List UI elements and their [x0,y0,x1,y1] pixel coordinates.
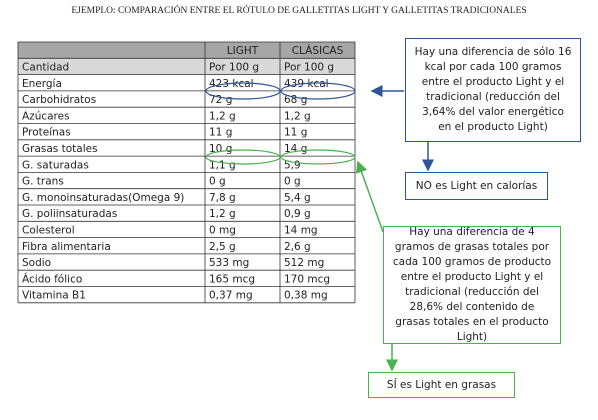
row-shade [18,58,355,75]
cell: 1,2 g [209,208,236,220]
cell: 533 mg [209,257,249,269]
cell: 1,2 g [209,110,236,122]
cell: 5,4 g [284,192,311,204]
cell: 11 g [209,127,232,139]
title: EJEMPLO: COMPARACIÓN ENTRE EL RÓTULO DE … [71,6,527,16]
cell: G. monoinsaturadas(Omega 9) [22,192,184,204]
cell: Colesterol [22,224,75,236]
cell: Energía [22,78,62,90]
cell: 0 g [284,176,301,188]
cell: Sodio [22,257,51,269]
header-row [18,42,355,59]
cell: 170 mcg [284,273,330,285]
cell: Vitamina B1 [22,290,86,302]
highlight [280,82,356,100]
cell: G. saturadas [22,159,89,171]
cell: 2,5 g [209,241,236,253]
column-header: LIGHT [227,45,259,57]
highlight [205,149,281,165]
column-header: CLÁSICAS [292,44,344,57]
cell: 7,8 g [209,192,236,204]
cell: 0,38 mg [284,290,328,302]
note-box: Hay una diferencia de 4 gramos de grasas… [383,226,561,344]
cell: 0,9 g [284,208,311,220]
cell: 68 g [284,94,307,106]
cell: 11 g [284,127,307,139]
cell: Por 100 g [284,61,334,73]
cell: 0,37 mg [209,290,253,302]
cell: 1,2 g [284,110,311,122]
cell: 0 mg [209,224,236,236]
cell: Fibra alimentaria [22,241,111,253]
cell: G. trans [22,176,64,188]
result-box: SÍ es Light en grasas [368,372,515,398]
cell: Azúcares [22,110,70,122]
cell: 0 g [209,176,226,188]
cell: Cantidad [22,61,69,73]
result-box: NO es Light en calorías [405,172,548,200]
cell: Grasas totales [22,143,98,155]
arrow [355,160,384,233]
cell: 165 mcg [209,273,255,285]
highlight [280,149,356,165]
cell: Carbohidratos [22,94,96,106]
table: LIGHT CLÁSICAS Cantidad Por 100 g Por 100 g E… [17,41,356,304]
cell: Por 100 g [209,61,259,73]
cell: 72 g [209,94,232,106]
cell: 512 mg [284,257,324,269]
cell: 14 mg [284,224,318,236]
cell: 2,6 g [284,241,311,253]
note-box: Hay una diferencia de sólo 16 kcal por c… [405,38,581,142]
cell: Proteínas [22,127,71,139]
cell: Ácido fólico [22,272,82,285]
highlight [205,82,281,100]
cell: G. poliinsaturadas [22,208,117,220]
